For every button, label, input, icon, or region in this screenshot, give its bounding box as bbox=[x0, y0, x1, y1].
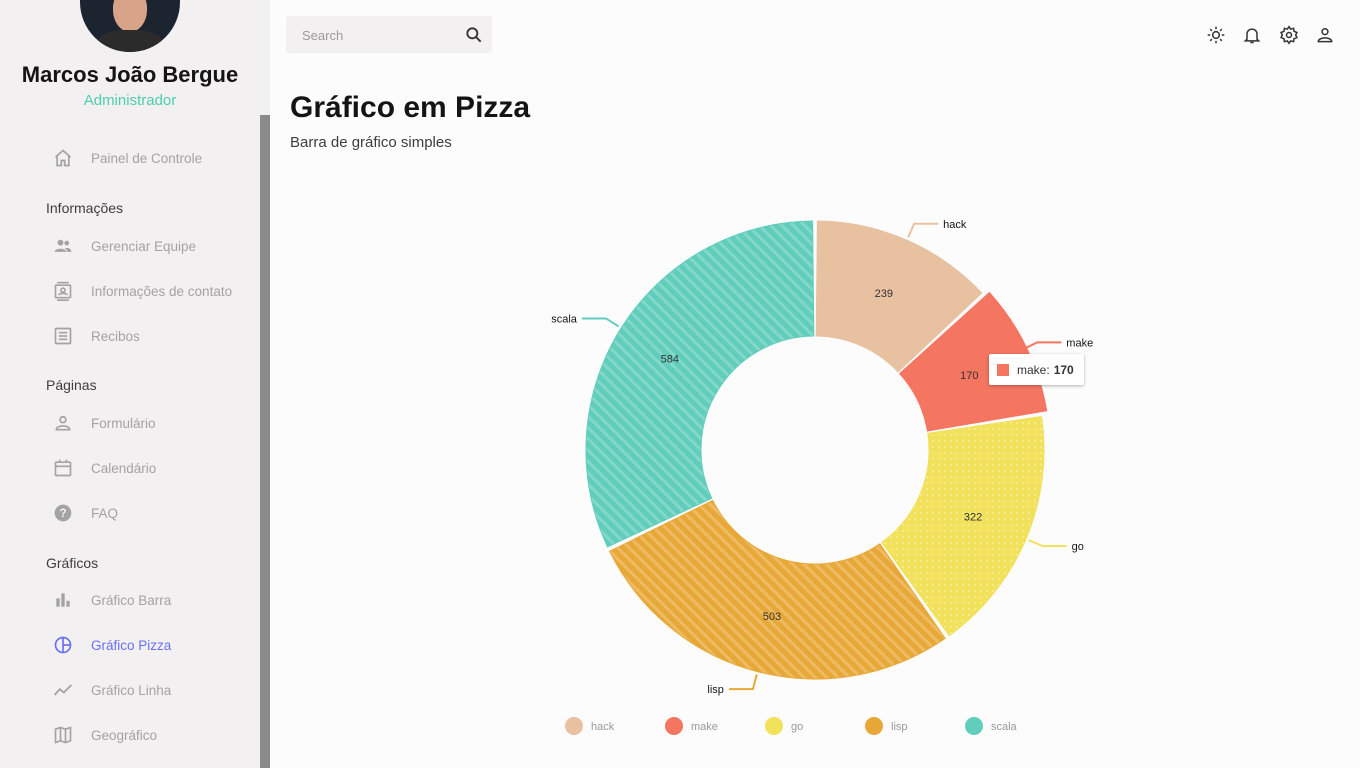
sidebar-scrollbar[interactable] bbox=[260, 115, 270, 768]
slice-link-line bbox=[728, 674, 758, 691]
sidebar-item-receipts[interactable]: Recibos bbox=[52, 324, 140, 348]
legend-label-scala[interactable]: scala bbox=[991, 721, 1018, 733]
pie-slice-lisp[interactable] bbox=[609, 499, 946, 680]
slice-category-label: lisp bbox=[707, 684, 724, 696]
sidebar-item-label: FAQ bbox=[91, 505, 119, 521]
search-box bbox=[286, 16, 492, 53]
tooltip-swatch bbox=[997, 363, 1009, 376]
sidebar-item-label: Gerenciar Equipe bbox=[91, 238, 197, 254]
legend-swatch-make[interactable] bbox=[665, 717, 683, 735]
slice-category-label: hack bbox=[943, 219, 967, 231]
sidebar-item-label: Recibos bbox=[91, 328, 140, 344]
legend-swatch-scala[interactable] bbox=[965, 717, 983, 735]
slice-link-line bbox=[907, 222, 939, 238]
pie-slice-hack[interactable] bbox=[815, 220, 983, 373]
slice-category-label: go bbox=[1072, 541, 1084, 553]
sidebar-item-contacts[interactable]: Informações de contato bbox=[52, 279, 232, 303]
calendar-icon bbox=[52, 457, 74, 479]
chart-tooltip: make: 170 bbox=[989, 354, 1084, 385]
svg-text:?: ? bbox=[59, 507, 66, 520]
tooltip-value: 170 bbox=[1053, 362, 1074, 377]
search-icon[interactable] bbox=[464, 25, 484, 45]
section-graficos: Gráficos bbox=[46, 555, 99, 571]
slice-value-label: 503 bbox=[763, 611, 781, 623]
sidebar-item-team[interactable]: Gerenciar Equipe bbox=[52, 234, 196, 258]
contacts-icon bbox=[52, 280, 74, 302]
sidebar-item-calendar[interactable]: Calendário bbox=[52, 456, 156, 480]
legend-label-go[interactable]: go bbox=[791, 721, 803, 733]
legend-label-make[interactable]: make bbox=[691, 721, 718, 733]
sidebar-item-line-chart[interactable]: Gráfico Linha bbox=[52, 678, 171, 702]
people-icon bbox=[52, 235, 74, 257]
legend-swatch-go[interactable] bbox=[765, 717, 783, 735]
section-informacoes: Informações bbox=[46, 200, 124, 216]
person-icon bbox=[52, 412, 74, 434]
sidebar-item-label: Geográfico bbox=[91, 727, 158, 743]
search-input[interactable] bbox=[302, 25, 452, 45]
slice-category-label: scala bbox=[551, 313, 578, 325]
timeline-icon bbox=[52, 679, 74, 701]
receipt-icon bbox=[52, 325, 74, 347]
sidebar-item-label: Painel de Controle bbox=[91, 150, 203, 166]
sidebar-item-form[interactable]: Formulário bbox=[52, 411, 156, 435]
bar-chart-icon bbox=[52, 589, 74, 611]
sidebar-item-pie-chart[interactable]: Gráfico Pizza bbox=[52, 633, 171, 657]
sidebar: Marcos João Bergue Administrador Painel … bbox=[0, 0, 260, 768]
settings-icon[interactable] bbox=[1278, 24, 1300, 46]
pie-chart-icon bbox=[52, 634, 74, 656]
slice-value-label: 239 bbox=[875, 288, 893, 300]
user-name: Marcos João Bergue bbox=[21, 62, 239, 87]
pie-slice-scala[interactable] bbox=[585, 220, 815, 548]
slice-link-line bbox=[1023, 341, 1062, 350]
pie-slice-make[interactable] bbox=[899, 292, 1048, 432]
legend-label-hack[interactable]: hack bbox=[591, 721, 615, 733]
sidebar-item-bar-chart[interactable]: Gráfico Barra bbox=[52, 588, 171, 612]
slice-link-line bbox=[1028, 539, 1067, 547]
help-icon: ? bbox=[52, 502, 74, 524]
section-paginas: Páginas bbox=[46, 377, 97, 393]
account-icon[interactable] bbox=[1314, 24, 1336, 46]
user-role: Administrador bbox=[83, 92, 177, 109]
sidebar-item-label: Gráfico Pizza bbox=[91, 637, 172, 653]
legend-label-lisp[interactable]: lisp bbox=[891, 721, 908, 733]
map-icon bbox=[52, 724, 74, 746]
page-title: Gráfico em Pizza bbox=[290, 91, 531, 124]
sidebar-item-dashboard[interactable]: Painel de Controle bbox=[52, 146, 202, 170]
slice-value-label: 322 bbox=[964, 512, 982, 524]
legend-swatch-hack[interactable] bbox=[565, 717, 583, 735]
slice-value-label: 584 bbox=[661, 354, 679, 366]
page-subtitle: Barra de gráfico simples bbox=[290, 134, 452, 151]
sidebar-item-geography[interactable]: Geográfico bbox=[52, 723, 157, 747]
tooltip-label: make: bbox=[1017, 362, 1050, 377]
scrollbar-track bbox=[260, 0, 270, 115]
pie-slice-go[interactable] bbox=[881, 416, 1045, 637]
home-icon bbox=[52, 147, 74, 169]
slice-value-label: 170 bbox=[960, 370, 978, 382]
sidebar-item-label: Gráfico Barra bbox=[91, 592, 172, 608]
slice-link-line bbox=[581, 317, 620, 328]
sidebar-item-label: Gráfico Linha bbox=[91, 682, 172, 698]
sidebar-item-label: Formulário bbox=[91, 415, 156, 431]
notifications-icon[interactable] bbox=[1241, 24, 1263, 46]
light-mode-icon[interactable] bbox=[1205, 24, 1227, 46]
legend-swatch-lisp[interactable] bbox=[865, 717, 883, 735]
sidebar-item-faq[interactable]: ? FAQ bbox=[52, 501, 118, 525]
sidebar-item-label: Informações de contato bbox=[91, 283, 233, 299]
slice-category-label: make bbox=[1066, 337, 1093, 349]
sidebar-item-label: Calendário bbox=[91, 460, 157, 476]
